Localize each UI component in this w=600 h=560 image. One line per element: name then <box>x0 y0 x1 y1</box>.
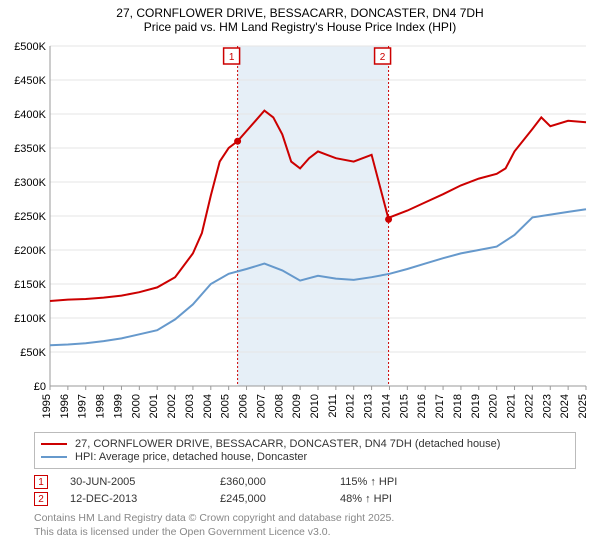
svg-text:1997: 1997 <box>77 394 89 418</box>
svg-text:2023: 2023 <box>541 394 553 418</box>
title-block: 27, CORNFLOWER DRIVE, BESSACARR, DONCAST… <box>6 6 594 34</box>
legend-swatch <box>41 456 67 458</box>
svg-text:2017: 2017 <box>434 394 446 418</box>
legend: 27, CORNFLOWER DRIVE, BESSACARR, DONCAST… <box>34 432 576 469</box>
svg-text:£50K: £50K <box>20 347 46 359</box>
svg-text:2007: 2007 <box>255 394 267 418</box>
legend-swatch <box>41 443 67 445</box>
svg-text:2018: 2018 <box>452 394 464 418</box>
sale-price: £245,000 <box>220 493 340 505</box>
svg-text:2001: 2001 <box>148 394 160 418</box>
svg-text:£250K: £250K <box>14 211 46 223</box>
sale-vs-hpi: 115% ↑ HPI <box>340 476 397 488</box>
chart-container: 27, CORNFLOWER DRIVE, BESSACARR, DONCAST… <box>0 0 600 543</box>
sale-date: 30-JUN-2005 <box>70 476 220 488</box>
svg-text:£100K: £100K <box>14 313 46 325</box>
chart-svg: £0 £50K £100K £150K £200K £250K £300K £350K £400… <box>6 38 594 428</box>
legend-label: HPI: Average price, detached house, Donc… <box>75 451 307 463</box>
sale-price: £360,000 <box>220 476 340 488</box>
svg-text:2016: 2016 <box>416 394 428 418</box>
sales-table: 1 30-JUN-2005 £360,000 115% ↑ HPI 2 12-D… <box>34 475 576 506</box>
svg-text:£400K: £400K <box>14 109 46 121</box>
svg-text:1995: 1995 <box>41 394 53 418</box>
svg-text:2012: 2012 <box>345 394 357 418</box>
svg-text:1998: 1998 <box>95 394 107 418</box>
sale-marker-badge: 2 <box>34 492 48 506</box>
svg-text:2003: 2003 <box>184 394 196 418</box>
svg-text:2014: 2014 <box>380 394 392 418</box>
svg-text:2010: 2010 <box>309 394 321 418</box>
svg-text:2011: 2011 <box>327 394 339 418</box>
legend-item: 27, CORNFLOWER DRIVE, BESSACARR, DONCAST… <box>41 438 569 450</box>
license-line: This data is licensed under the Open Gov… <box>34 526 576 540</box>
table-row: 2 12-DEC-2013 £245,000 48% ↑ HPI <box>34 492 576 506</box>
svg-text:£150K: £150K <box>14 279 46 291</box>
svg-text:£300K: £300K <box>14 177 46 189</box>
svg-text:2006: 2006 <box>238 394 250 418</box>
svg-text:2021: 2021 <box>506 394 518 418</box>
svg-text:2000: 2000 <box>130 394 142 418</box>
svg-text:2019: 2019 <box>470 394 482 418</box>
license-text: Contains HM Land Registry data © Crown c… <box>34 512 576 539</box>
legend-label: 27, CORNFLOWER DRIVE, BESSACARR, DONCAST… <box>75 438 500 450</box>
sale-vs-hpi: 48% ↑ HPI <box>340 493 392 505</box>
svg-text:2022: 2022 <box>523 394 535 418</box>
license-line: Contains HM Land Registry data © Crown c… <box>34 512 576 526</box>
svg-text:2013: 2013 <box>363 394 375 418</box>
chart-plot-area: £0 £50K £100K £150K £200K £250K £300K £350K £400… <box>6 38 594 428</box>
svg-text:2: 2 <box>380 52 386 63</box>
sale-date: 12-DEC-2013 <box>70 493 220 505</box>
svg-text:£350K: £350K <box>14 143 46 155</box>
title-line-1: 27, CORNFLOWER DRIVE, BESSACARR, DONCAST… <box>6 6 594 20</box>
svg-text:£500K: £500K <box>14 41 46 53</box>
svg-text:2025: 2025 <box>577 394 589 418</box>
sale-marker-badge: 1 <box>34 475 48 489</box>
svg-text:1: 1 <box>229 52 235 63</box>
svg-text:2015: 2015 <box>398 394 410 418</box>
svg-text:£200K: £200K <box>14 245 46 257</box>
svg-text:2020: 2020 <box>488 394 500 418</box>
svg-text:2024: 2024 <box>559 394 571 418</box>
svg-text:£0: £0 <box>34 381 46 393</box>
svg-text:2002: 2002 <box>166 394 178 418</box>
title-line-2: Price paid vs. HM Land Registry's House … <box>6 20 594 34</box>
svg-text:2005: 2005 <box>220 394 232 418</box>
table-row: 1 30-JUN-2005 £360,000 115% ↑ HPI <box>34 475 576 489</box>
svg-text:2008: 2008 <box>273 394 285 418</box>
svg-text:2004: 2004 <box>202 394 214 418</box>
svg-text:1999: 1999 <box>112 394 124 418</box>
svg-text:2009: 2009 <box>291 394 303 418</box>
svg-text:£450K: £450K <box>14 75 46 87</box>
legend-item: HPI: Average price, detached house, Donc… <box>41 451 569 463</box>
svg-text:1996: 1996 <box>59 394 71 418</box>
